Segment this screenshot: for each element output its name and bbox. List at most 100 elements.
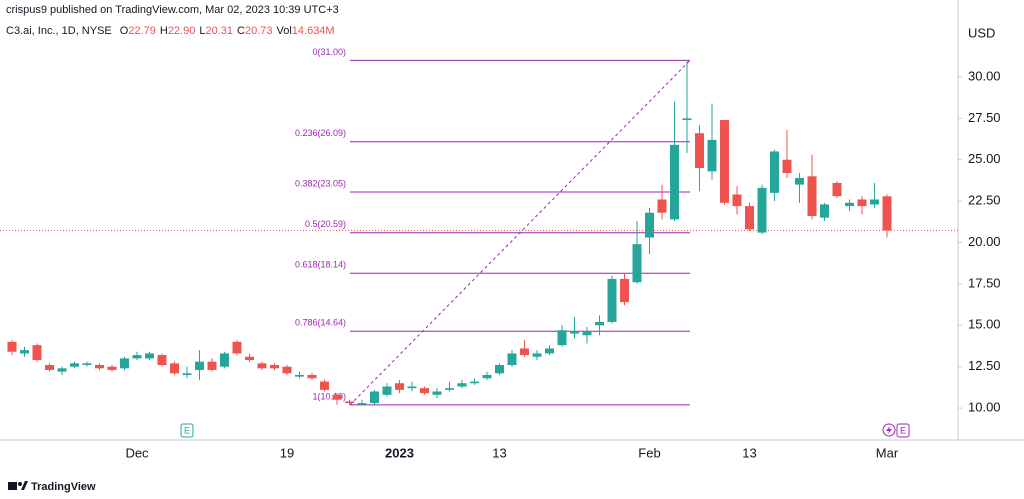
legend-prefix: O <box>120 25 129 37</box>
x-tick-label: Mar <box>876 445 899 460</box>
candle-body <box>195 361 204 370</box>
candle-body <box>170 363 179 374</box>
candle-body <box>445 388 454 390</box>
publish-info: crispus9 published on TradingView.com, M… <box>6 4 339 16</box>
candle-body <box>657 199 667 213</box>
x-tick-label: 13 <box>492 445 506 460</box>
x-tick-label: Dec <box>125 445 149 460</box>
logo-icon <box>21 481 28 490</box>
candle-body <box>732 194 742 207</box>
candle-body <box>145 353 154 359</box>
fib-level-label: 0.382(23.05) <box>295 178 346 188</box>
candle-body <box>232 341 242 354</box>
candle-body <box>495 365 504 374</box>
x-tick-label: 2023 <box>385 445 414 460</box>
legend-prefix: C <box>237 25 245 37</box>
event-marker-box <box>180 423 194 438</box>
candle-body <box>57 368 67 372</box>
candle-body <box>545 348 554 354</box>
candle-body <box>695 133 704 169</box>
candle-body <box>745 206 754 230</box>
fib-level-label: 0.236(26.09) <box>295 128 346 138</box>
candle-body <box>670 144 679 220</box>
candle-body <box>857 199 867 207</box>
event-marker: E <box>184 425 190 435</box>
y-tick-label: 15.00 <box>968 317 1001 332</box>
y-tick-label: 22.50 <box>968 193 1001 208</box>
candle-body <box>270 365 279 369</box>
candle-body <box>882 196 892 231</box>
candle-body <box>20 350 29 354</box>
x-tick-label: 19 <box>280 445 294 460</box>
candle-body <box>307 374 317 379</box>
legend-prefix: H <box>160 25 168 37</box>
symbol-legend: C3.ai, Inc., 1D, NYSE O22.79 H22.90 L20.31 C… <box>6 25 335 37</box>
candle-body <box>157 355 167 366</box>
candle-body <box>807 176 817 217</box>
candle-body <box>770 151 779 193</box>
candle-body <box>357 403 367 405</box>
fib-level-label: 0.786(14.64) <box>295 318 346 328</box>
candle-body <box>332 394 342 400</box>
fib-level-label: 1(10.19) <box>312 391 346 401</box>
candle-body <box>120 358 129 369</box>
fib-level-label: 0.618(18.14) <box>295 260 346 270</box>
candle-body <box>645 212 654 238</box>
candle-body <box>720 120 729 203</box>
candle-body <box>432 391 442 395</box>
candle-body <box>557 330 567 346</box>
tradingview-logo: TradingView <box>8 481 96 493</box>
y-tick-label: 27.50 <box>968 110 1001 125</box>
candle-body <box>182 373 192 375</box>
candle-body <box>632 244 642 283</box>
y-axis-unit: USD <box>968 25 995 40</box>
y-tick-label: 10.00 <box>968 399 1001 414</box>
candle-body <box>757 187 767 233</box>
logo-icon <box>8 482 17 490</box>
candle-body <box>320 381 329 390</box>
candle-body <box>620 278 629 303</box>
fib-level-label: 0(31.00) <box>312 47 346 57</box>
y-tick-label: 25.00 <box>968 151 1001 166</box>
candle-body <box>520 348 529 356</box>
candle-body <box>795 177 804 185</box>
candle-body <box>420 388 429 394</box>
logo-icon <box>18 482 22 486</box>
candle-body <box>70 363 79 367</box>
candle-body <box>845 202 854 207</box>
candle-body <box>282 366 292 374</box>
candle-body <box>207 361 217 370</box>
legend-value: 22.79 <box>128 25 156 37</box>
candle-body <box>820 204 829 218</box>
candle-body <box>45 365 54 370</box>
legend-value: 20.73 <box>245 25 273 37</box>
candle-body <box>707 139 717 172</box>
candle-body <box>832 182 842 197</box>
candle-body <box>870 199 879 205</box>
footer-brand: TradingView <box>31 481 96 493</box>
candle-body <box>682 118 692 121</box>
candle-body <box>95 365 104 369</box>
candle-body <box>245 356 254 361</box>
legend-value: 20.31 <box>205 25 233 37</box>
candle-body <box>457 383 467 387</box>
candle-body <box>382 386 392 395</box>
y-tick-label: 12.50 <box>968 358 1001 373</box>
candle-body <box>407 386 417 389</box>
candle-body <box>532 353 542 357</box>
candle-body <box>482 374 492 379</box>
candle-body <box>295 374 304 377</box>
x-tick-label: Feb <box>638 445 660 460</box>
legend-value: 14.634M <box>292 25 335 37</box>
candle-body <box>595 321 604 326</box>
dividend-icon <box>886 426 892 434</box>
candle-body <box>345 401 354 404</box>
candle-body <box>782 159 792 173</box>
y-tick-label: 17.50 <box>968 275 1001 290</box>
candle-body <box>7 341 17 352</box>
symbol-name: C3.ai, Inc., 1D, NYSE <box>6 25 112 37</box>
ohlc-values: O22.79 H22.90 L20.31 C20.73 Vol14.634M <box>120 25 335 37</box>
